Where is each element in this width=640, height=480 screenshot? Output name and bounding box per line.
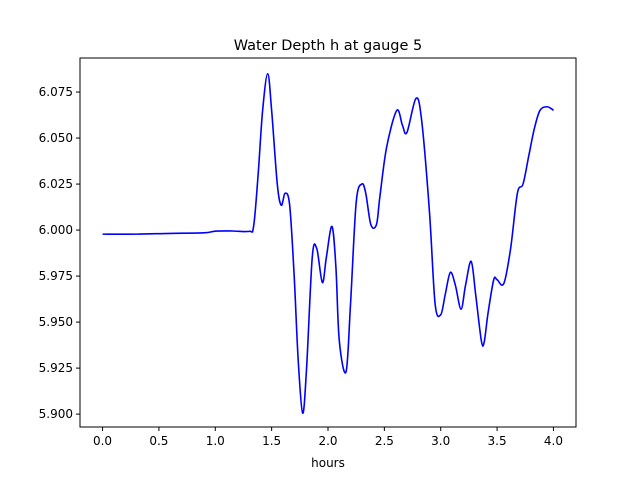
x-tick-label: 3.5	[488, 434, 507, 448]
y-tick-label: 6.000	[39, 223, 73, 237]
series-line	[102, 72, 554, 415]
y-tick-label: 6.050	[39, 131, 73, 145]
x-tick-label: 0.0	[93, 434, 112, 448]
y-tick-label: 5.950	[39, 315, 73, 329]
x-axis-label: hours	[311, 456, 345, 470]
x-tick-label: 0.5	[149, 434, 168, 448]
x-tick-label: 3.0	[431, 434, 450, 448]
y-tick-label: 5.900	[39, 407, 73, 421]
x-tick-label: 2.0	[318, 434, 337, 448]
series-layer	[102, 72, 554, 415]
chart-title: Water Depth h at gauge 5	[234, 38, 422, 54]
y-tick-label: 5.925	[39, 361, 73, 375]
x-tick-label: 1.5	[262, 434, 281, 448]
x-tick-label: 1.0	[206, 434, 225, 448]
x-axis: 0.0 0.5 1.0 1.5 2.0 2.5 3.0 3.5 4.0	[93, 427, 563, 448]
y-tick-label: 6.075	[39, 85, 73, 99]
x-tick-label: 4.0	[544, 434, 563, 448]
y-axis: 5.900 5.925 5.950 5.975 6.000 6.025 6.050 6.075	[39, 85, 80, 421]
y-tick-label: 5.975	[39, 269, 73, 283]
y-tick-label: 6.025	[39, 177, 73, 191]
x-tick-label: 2.5	[375, 434, 394, 448]
